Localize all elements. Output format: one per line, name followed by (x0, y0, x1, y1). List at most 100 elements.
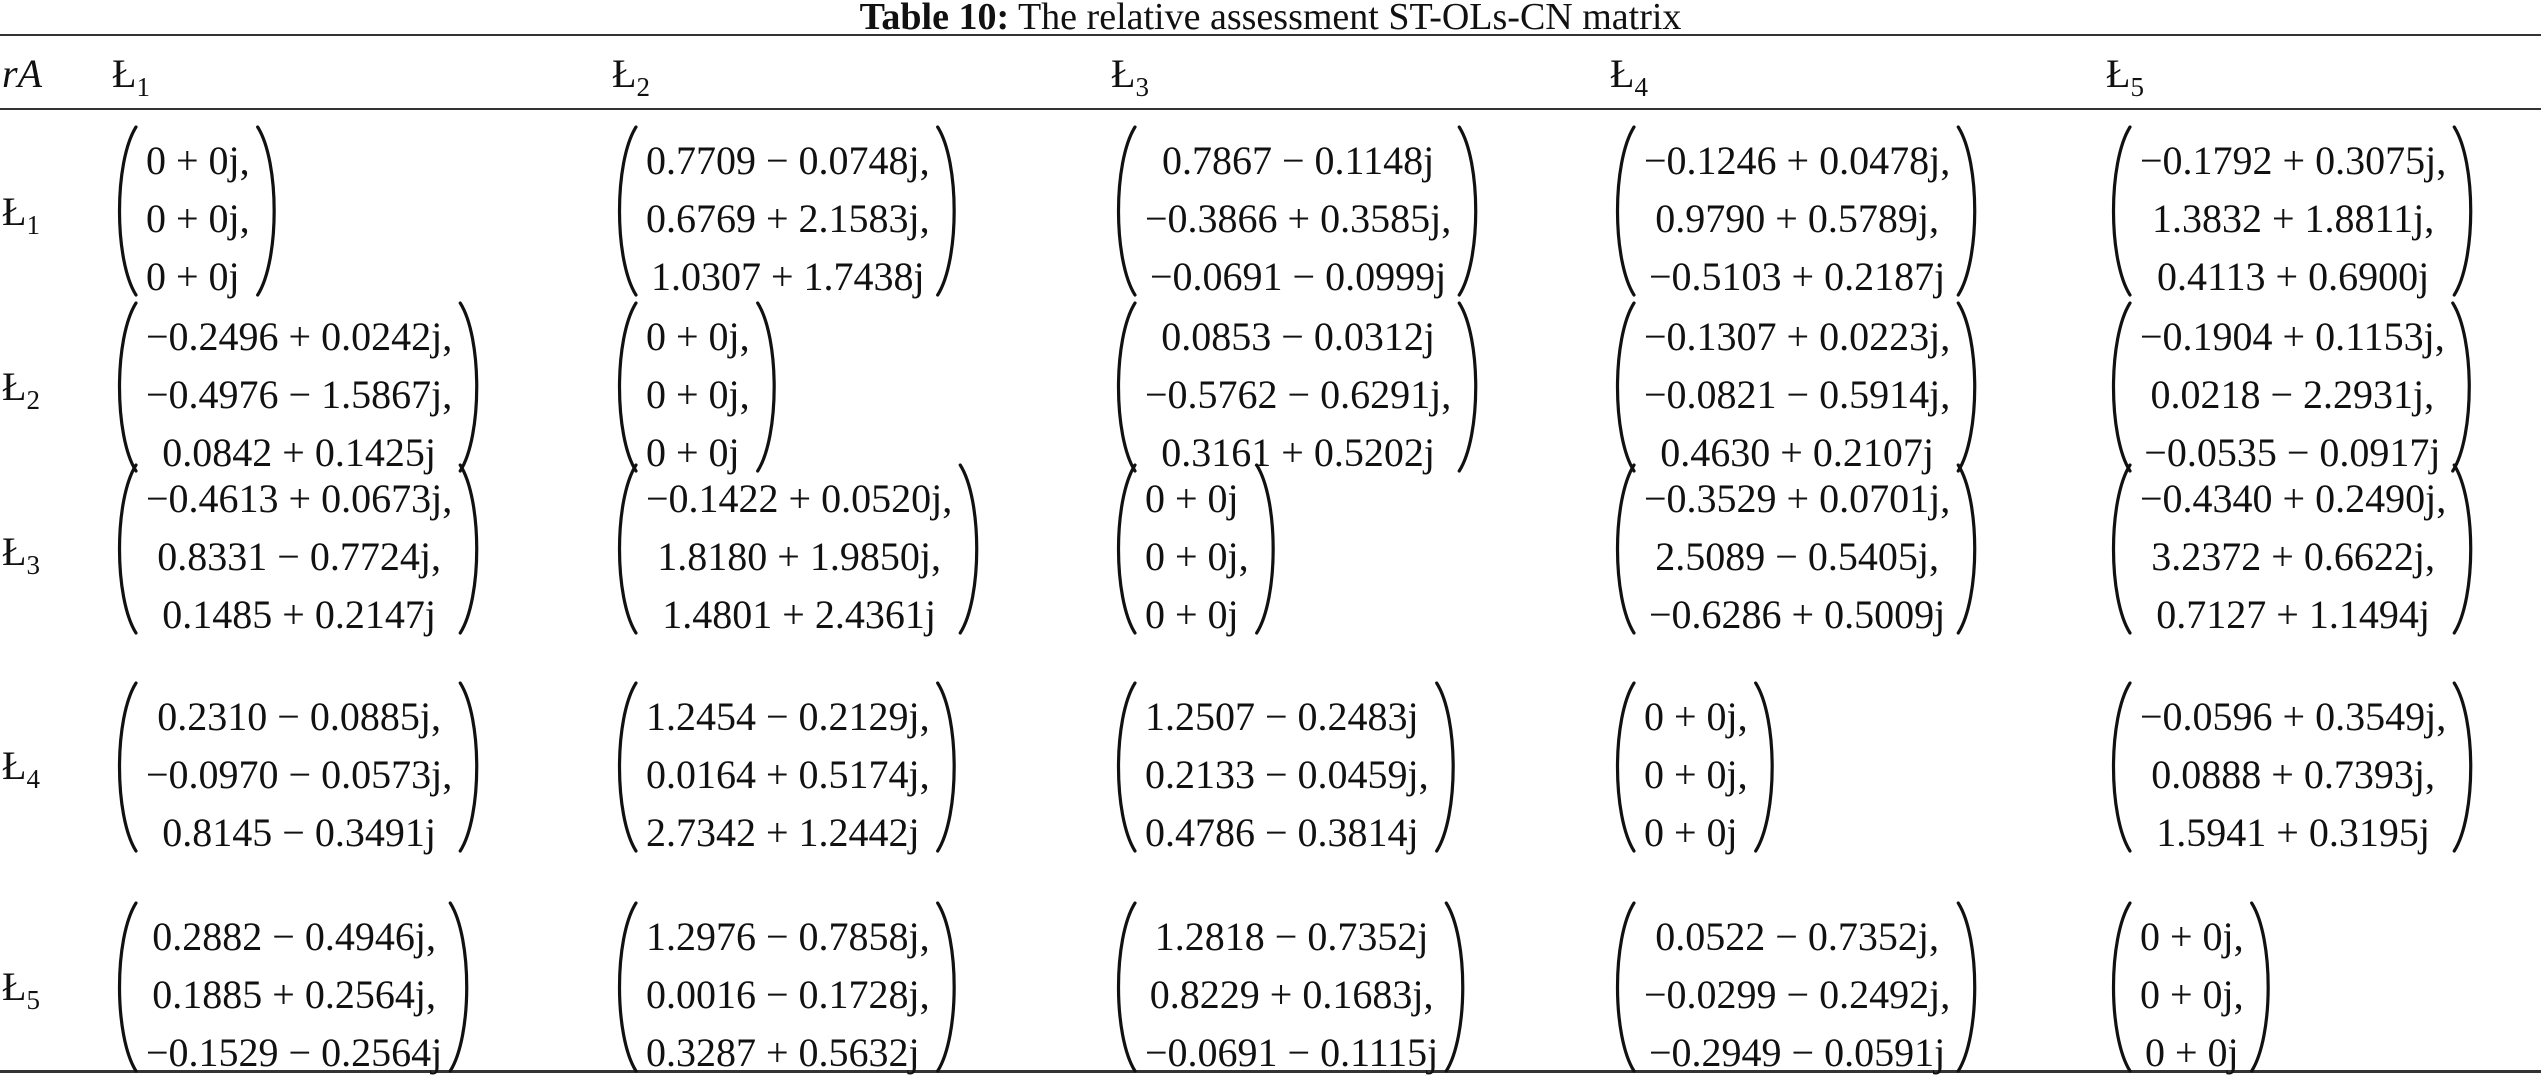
right-paren (958, 463, 979, 635)
left-paren (617, 681, 638, 853)
cell-line-1: −0.2496 + 0.0242j, (146, 314, 452, 359)
cell-line-2: 0.8229 + 0.1683j, (1150, 972, 1434, 1017)
right-paren (1444, 901, 1465, 1073)
cell-line-1: 0.7709 − 0.0748j, (646, 138, 930, 183)
row-label-4-sub: 4 (26, 764, 40, 794)
caption-label: Table 10: (859, 0, 1010, 38)
cell-line-3: 0 + 0j (146, 254, 240, 299)
cell-line-1: −0.1246 + 0.0478j, (1644, 138, 1950, 183)
matrix-cell: −0.1904 + 0.1153j, 0.0218 − 2.2931j, −0.… (2111, 300, 2541, 475)
cell-line-2: 0 + 0j, (1644, 752, 1748, 797)
cell-line-1: −0.0596 + 0.3549j, (2140, 694, 2446, 739)
cell-line-2: −0.0821 − 0.5914j, (1644, 372, 1950, 417)
cell-line-1: −0.4340 + 0.2490j, (2140, 476, 2446, 521)
row-label-1: Ł1 (2, 188, 40, 240)
matrix-cell: 1.2507 − 0.2483j 0.2133 − 0.0459j, 0.478… (1116, 680, 1547, 855)
matrix-cell: −0.1307 + 0.0223j, −0.0821 − 0.5914j, 0.… (1615, 300, 2046, 475)
cell-line-1: 1.2976 − 0.7858j, (646, 914, 930, 959)
cell-line-2: 1.8180 + 1.9850j, (657, 534, 941, 579)
left-paren (1615, 681, 1636, 853)
cell-line-3: 0 + 0j (1145, 592, 1239, 637)
column-header-3: Ł3 (1111, 44, 1149, 104)
cell-line-2: 0.8331 − 0.7724j, (157, 534, 441, 579)
cell-line-3: 0.1485 + 0.2147j (162, 592, 436, 637)
column-header-5-base: Ł (2106, 51, 2131, 96)
column-header-1: Ł1 (112, 44, 150, 104)
cell-line-2: 0 + 0j, (1145, 534, 1249, 579)
cell-line-2: 0 + 0j, (646, 372, 750, 417)
matrix-cell: 0.7709 − 0.0748j, 0.6769 + 2.1583j, 1.03… (617, 124, 1048, 299)
right-paren (1255, 463, 1275, 635)
left-paren (117, 125, 138, 297)
matrix-cell: 0 + 0j, 0 + 0j, 0 + 0j (2111, 900, 2541, 1075)
row-label-5: Ł5 (2, 963, 40, 1015)
matrix-cell: 0 + 0j 0 + 0j, 0 + 0j (1116, 462, 1547, 637)
row-label-3: Ł3 (2, 528, 40, 580)
matrix-cell: 0 + 0j, 0 + 0j, 0 + 0j (117, 124, 548, 299)
cell-line-2: 2.5089 − 0.5405j, (1655, 534, 1939, 579)
cell-line-3: 0.8145 − 0.3491j (162, 810, 436, 855)
cell-line-3: 0.0842 + 0.1425j (162, 430, 436, 475)
cell-line-2: 0.6769 + 2.1583j, (646, 196, 930, 241)
left-paren (2111, 681, 2132, 853)
cell-line-3: 0 + 0j (646, 430, 740, 475)
left-paren (2111, 301, 2132, 473)
cell-line-2: 0.0164 + 0.5174j, (646, 752, 930, 797)
left-paren (117, 681, 138, 853)
left-paren (1116, 301, 1137, 473)
matrix-cell: 0.2310 − 0.0885j, −0.0970 − 0.0573j, 0.8… (117, 680, 548, 855)
left-paren (1116, 463, 1137, 635)
cell-line-2: 0.2133 − 0.0459j, (1145, 752, 1429, 797)
matrix-cell: −0.1246 + 0.0478j, 0.9790 + 0.5789j, −0.… (1615, 124, 2046, 299)
cell-line-3: −0.0535 − 0.0917j (2144, 430, 2440, 475)
cell-line-1: −0.3529 + 0.0701j, (1644, 476, 1950, 521)
left-paren (1615, 125, 1636, 297)
matrix-cell: −0.1792 + 0.3075j, 1.3832 + 1.8811j, 0.4… (2111, 124, 2541, 299)
column-header-2-base: Ł (612, 51, 637, 96)
matrix-cell: −0.3529 + 0.0701j, 2.5089 − 0.5405j, −0.… (1615, 462, 2046, 637)
cell-line-1: −0.4613 + 0.0673j, (146, 476, 452, 521)
right-paren (756, 301, 776, 473)
cell-line-3: 0 + 0j (2145, 1030, 2239, 1075)
table-header-rule (0, 108, 2541, 110)
cell-line-3: −0.5103 + 0.2187j (1649, 254, 1945, 299)
row-label-2-base: Ł (2, 364, 27, 409)
cell-line-1: 0 + 0j, (1644, 694, 1748, 739)
matrix-cell: −0.0596 + 0.3549j, 0.0888 + 0.7393j, 1.5… (2111, 680, 2541, 855)
column-header-2-sub: 2 (636, 72, 650, 102)
cell-line-2: 3.2372 + 0.6622j, (2151, 534, 2435, 579)
right-paren (458, 301, 479, 473)
right-paren (1956, 301, 1977, 473)
right-paren (1956, 125, 1977, 297)
right-paren (1754, 681, 1774, 853)
cell-line-1: −0.1792 + 0.3075j, (2140, 138, 2446, 183)
cell-line-2: 0.0218 − 2.2931j, (2151, 372, 2435, 417)
left-paren (617, 901, 638, 1073)
right-paren (458, 681, 479, 853)
cell-line-2: −0.3866 + 0.3585j, (1145, 196, 1451, 241)
row-label-4-base: Ł (2, 743, 27, 788)
cell-line-3: 0.4786 − 0.3814j (1145, 810, 1419, 855)
matrix-cell: −0.4340 + 0.2490j, 3.2372 + 0.6622j, 0.7… (2111, 462, 2541, 637)
left-paren (117, 463, 138, 635)
cell-line-1: 0.0853 − 0.0312j (1161, 314, 1435, 359)
right-paren (458, 463, 479, 635)
right-paren (936, 125, 956, 297)
right-paren (936, 681, 956, 853)
table-top-rule (0, 34, 2541, 36)
cell-line-3: 0 + 0j (1644, 810, 1738, 855)
cell-line-2: −0.4976 − 1.5867j, (146, 372, 452, 417)
matrix-cell: −0.4613 + 0.0673j, 0.8331 − 0.7724j, 0.1… (117, 462, 548, 637)
matrix-cell: −0.1422 + 0.0520j, 1.8180 + 1.9850j, 1.4… (617, 462, 1048, 637)
cell-line-2: −0.0299 − 0.2492j, (1644, 972, 1950, 1017)
right-paren (1457, 125, 1478, 297)
cell-line-3: 2.7342 + 1.2442j (646, 810, 920, 855)
cell-line-1: 0 + 0j, (646, 314, 750, 359)
matrix-cell: 0 + 0j, 0 + 0j, 0 + 0j (1615, 680, 2046, 855)
cell-line-1: 0 + 0j, (2140, 914, 2244, 959)
cell-line-1: 0 + 0j (1145, 476, 1239, 521)
cell-line-2: 0.0888 + 0.7393j, (2151, 752, 2435, 797)
right-paren (1956, 901, 1977, 1073)
left-paren (1116, 681, 1137, 853)
left-paren (617, 125, 638, 297)
